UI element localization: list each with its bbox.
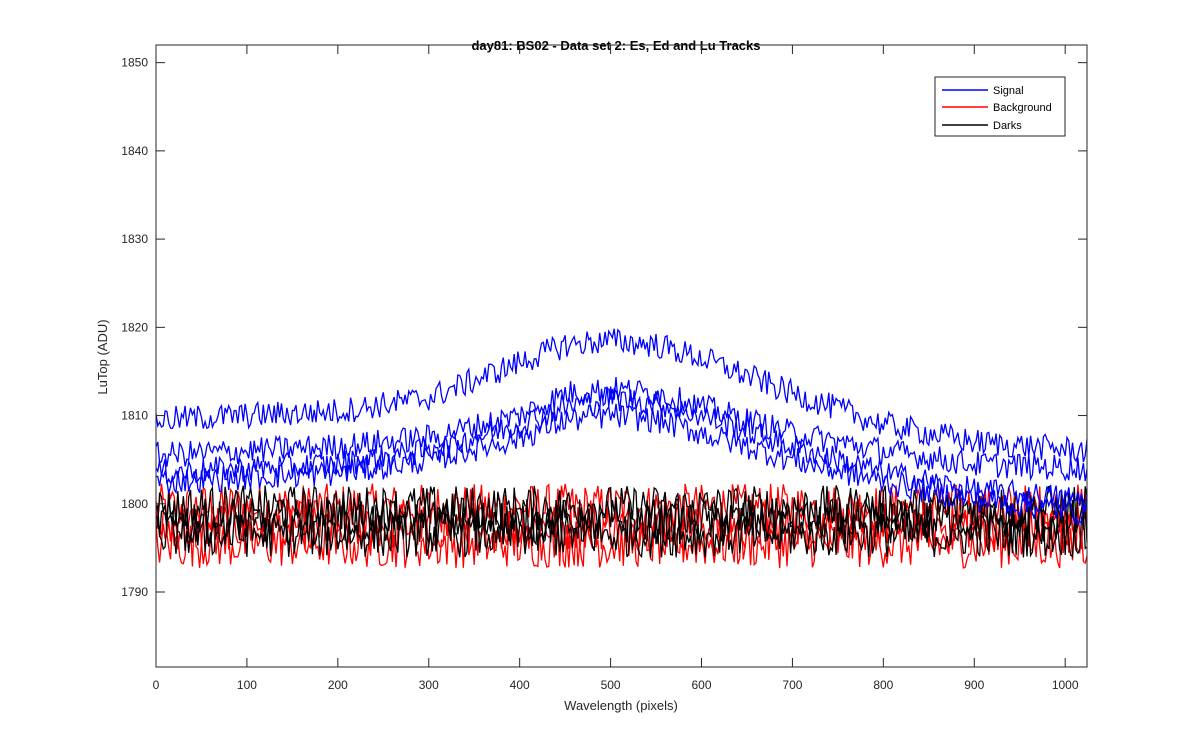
y-axis: 1790 1800 1810 1820 1830 1840 1850: [121, 56, 1087, 599]
series-layer: [155, 328, 1088, 569]
x-tick-label: 100: [237, 678, 257, 692]
x-tick-label: 500: [601, 678, 621, 692]
x-tick-label: 300: [419, 678, 439, 692]
x-tick-label: 0: [153, 678, 160, 692]
legend-label-darks: Darks: [993, 120, 1022, 132]
y-tick-label: 1820: [121, 320, 148, 334]
plot-area: [155, 44, 1088, 668]
x-tick-label: 800: [873, 678, 893, 692]
x-tick-label: 200: [328, 678, 348, 692]
x-tick-label: 400: [510, 678, 530, 692]
x-tick-label: 900: [964, 678, 984, 692]
x-tick-label: 600: [691, 678, 711, 692]
x-axis: 0 100 200 300 400 500 600 700 800 900 1000: [153, 45, 1079, 692]
axes-box: [155, 44, 1088, 668]
x-tick-label: 1000: [1052, 678, 1079, 692]
series-line-signal-1: [155, 328, 1088, 463]
y-tick-label: 1810: [121, 409, 148, 423]
x-tick-label: 700: [782, 678, 802, 692]
legend-label-background: Background: [993, 102, 1052, 114]
legend-label-signal: Signal: [993, 85, 1024, 97]
series-line-signal-2: [155, 377, 1088, 482]
series-line-signal-4: [155, 403, 1088, 526]
y-tick-label: 1830: [121, 232, 148, 246]
legend: Signal Background Darks: [934, 76, 1066, 137]
series-line-darks-3: [155, 510, 1088, 559]
x-axis-label: Wavelength (pixels): [564, 698, 678, 713]
y-tick-label: 1790: [121, 585, 148, 599]
y-tick-label: 1850: [121, 56, 148, 70]
y-tick-label: 1800: [121, 497, 148, 511]
y-axis-label: LuTop (ADU): [95, 319, 110, 394]
y-tick-label: 1840: [121, 144, 148, 158]
